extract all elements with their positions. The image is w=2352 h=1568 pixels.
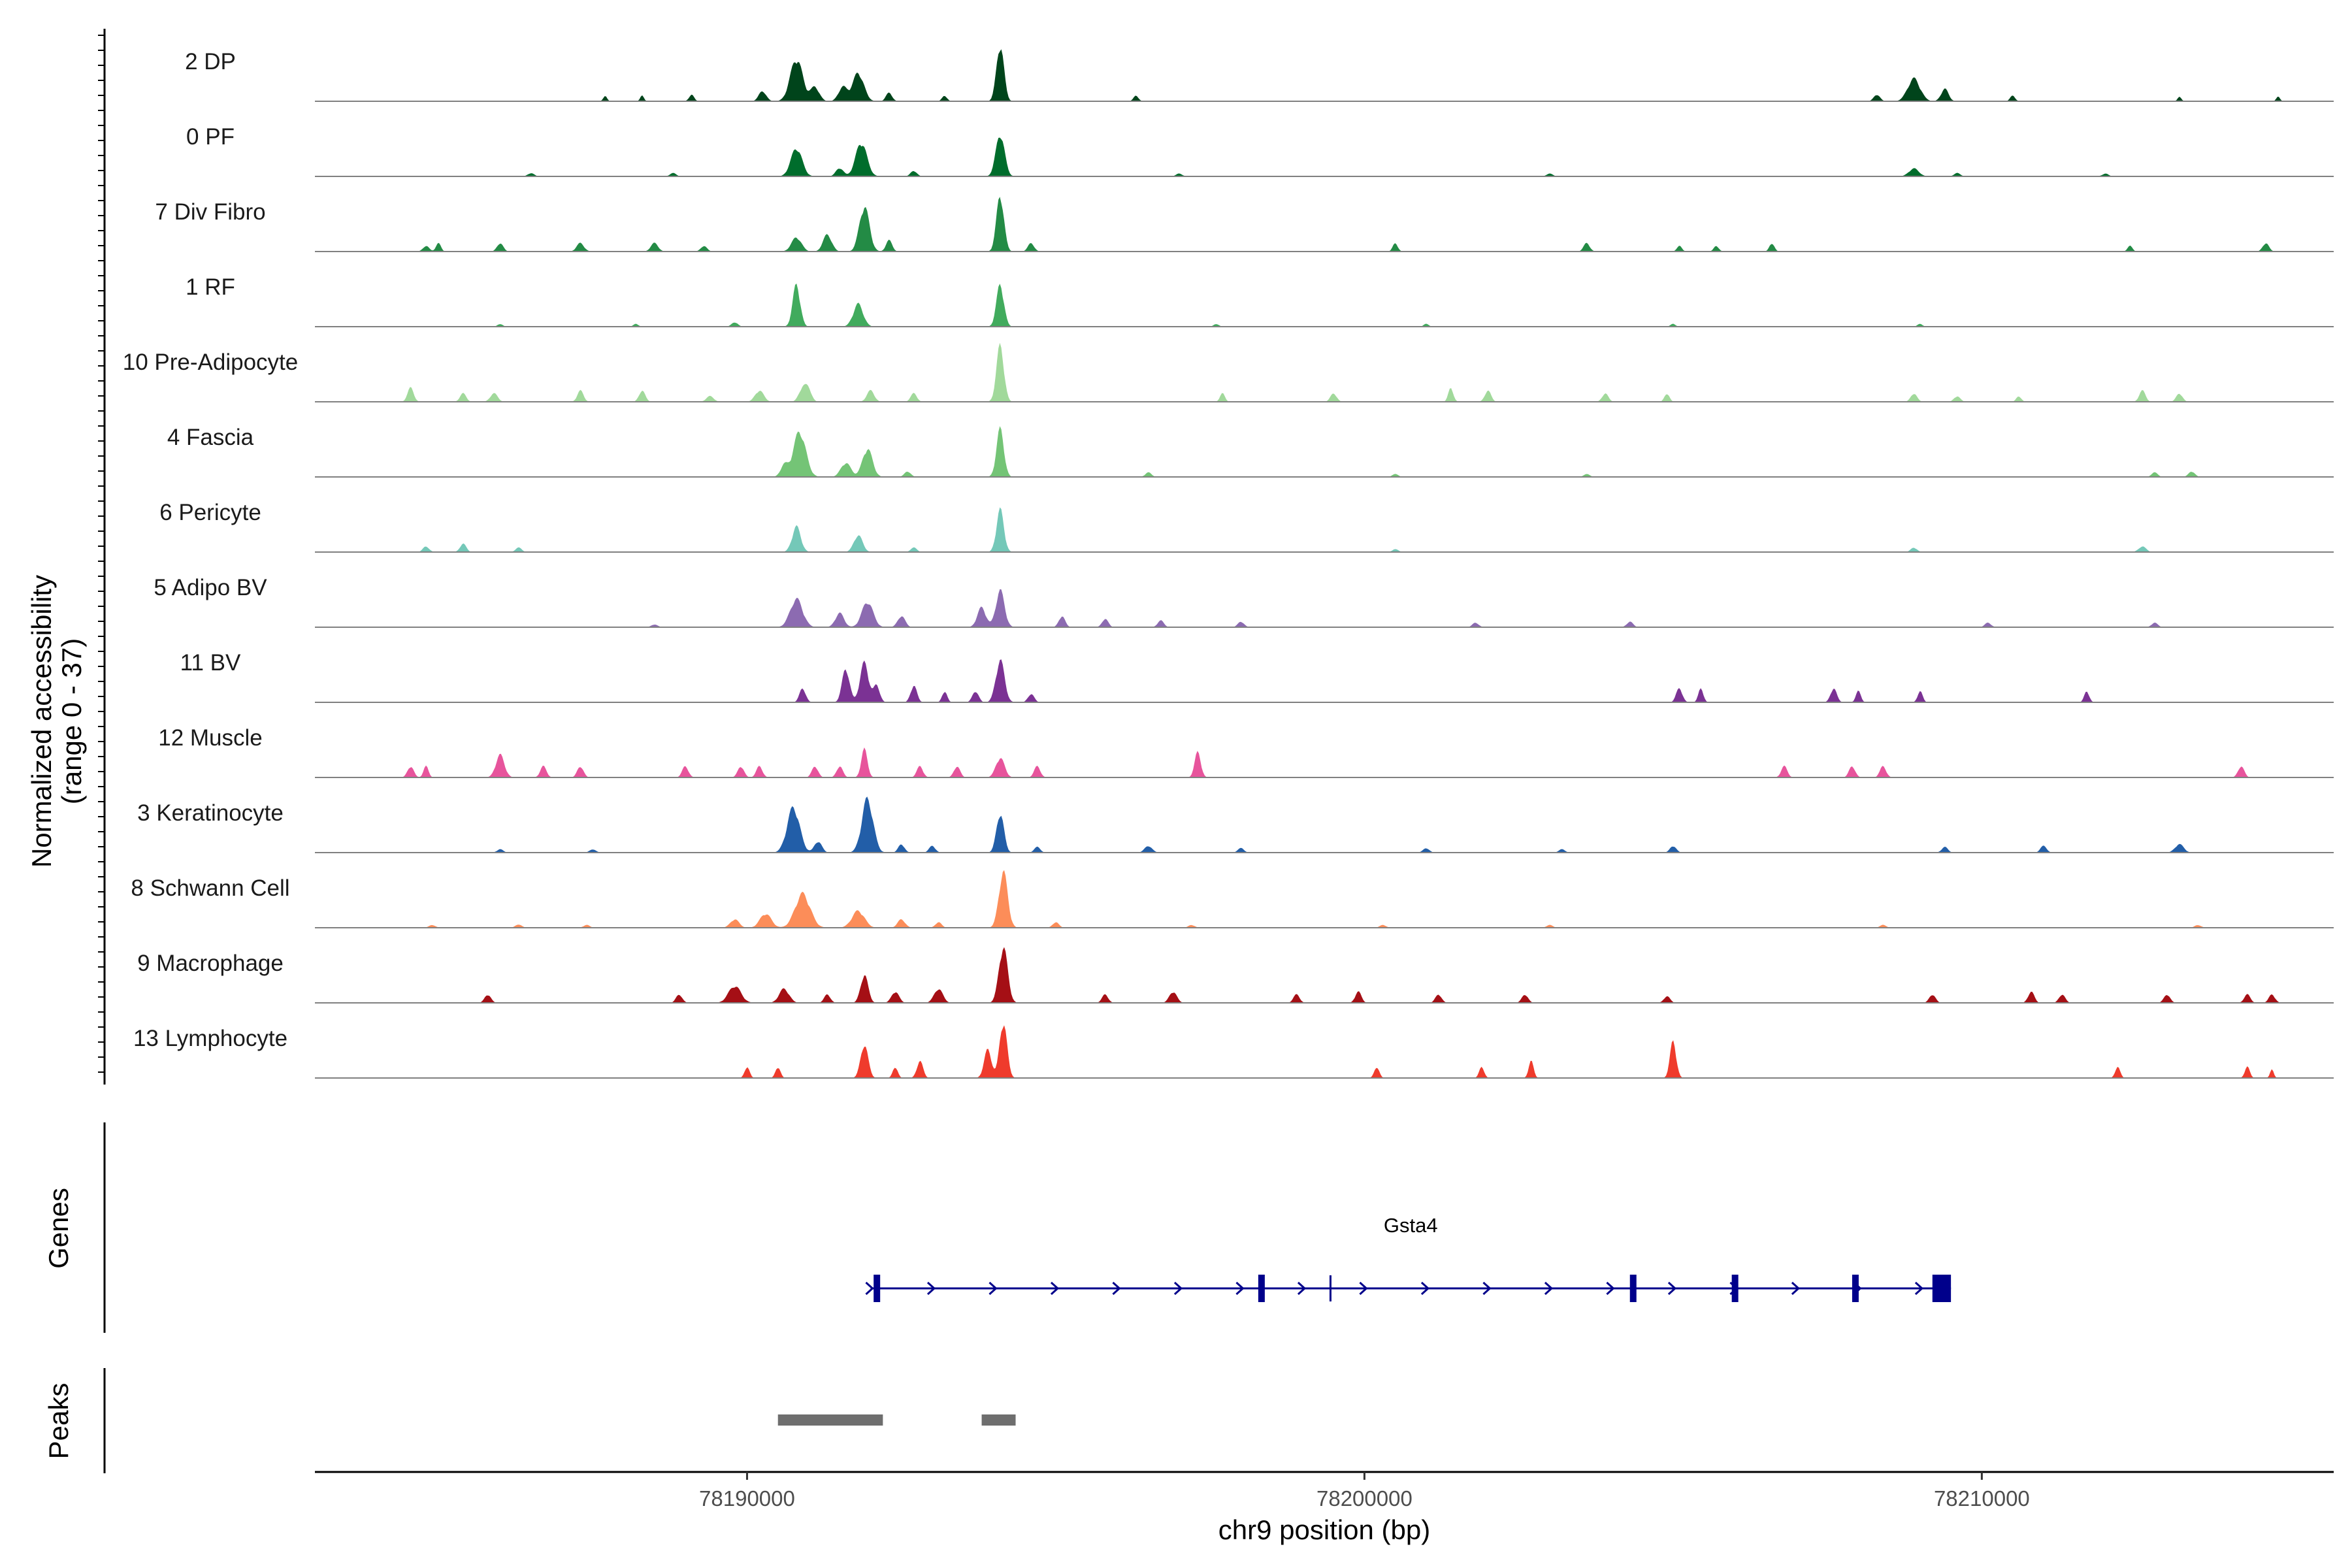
coverage-area <box>315 284 2334 327</box>
track-label: 7 Div Fibro <box>155 199 265 225</box>
exon <box>1932 1275 1952 1302</box>
exon <box>1852 1275 1859 1302</box>
coverage-area <box>315 589 2334 627</box>
track-label: 10 Pre-Adipocyte <box>123 350 298 375</box>
coverage-area <box>315 796 2334 853</box>
x-axis-title: chr9 position (bp) <box>1218 1514 1431 1545</box>
gene-label: Gsta4 <box>1384 1214 1438 1237</box>
coverage-area <box>315 426 2334 477</box>
peak-region <box>981 1414 1016 1426</box>
strand-arrow <box>1914 1281 1924 1296</box>
x-tick-label: 78210000 <box>1934 1486 2030 1511</box>
strand-arrow <box>865 1281 874 1296</box>
strand-arrow <box>1420 1281 1430 1296</box>
strand-arrow <box>1359 1281 1368 1296</box>
strand-arrow <box>1791 1281 1801 1296</box>
coverage-area <box>315 947 2334 1003</box>
strand-arrow <box>988 1281 998 1296</box>
track: 0 PF <box>186 124 2334 177</box>
track: 12 Muscle <box>158 725 2334 778</box>
track-label: 3 Keratinocyte <box>137 800 284 826</box>
gene-model: Gsta4 <box>865 1214 1952 1302</box>
genes-panel: Genes Gsta4 <box>43 1122 1952 1333</box>
coverage-area <box>315 870 2334 928</box>
track: 8 Schwann Cell <box>131 870 2334 928</box>
y-axis-title-line2: (range 0 - 37) <box>56 638 87 804</box>
x-axis: 78190000 78200000 78210000 <box>315 1471 2334 1511</box>
x-tick-label: 78200000 <box>1316 1486 1413 1511</box>
track-label: 6 Pericyte <box>159 500 261 525</box>
coverage-area <box>315 747 2334 777</box>
track: 7 Div Fibro <box>155 197 2334 252</box>
strand-arrow <box>1235 1281 1245 1296</box>
strand-arrow <box>1050 1281 1060 1296</box>
peaks-panel-label: Peaks <box>43 1383 74 1460</box>
y-axis-title: Normalized accessibility (range 0 - 37) <box>26 575 87 868</box>
coverage-area <box>315 197 2334 252</box>
track-label: 12 Muscle <box>158 725 263 751</box>
track: 11 BV <box>180 650 2334 703</box>
strand-arrow <box>1482 1281 1492 1296</box>
exon <box>1258 1275 1265 1302</box>
track: 2 DP <box>185 49 2334 102</box>
strand-arrow <box>926 1281 936 1296</box>
track: 9 Macrophage <box>137 947 2334 1004</box>
track: 13 Lymphocyte <box>133 1025 2334 1079</box>
coverage-area <box>315 659 2334 702</box>
track: 4 Fascia <box>167 425 2334 478</box>
coverage-tracks: 2 DP 0 PF 7 Div Fibro 1 RF 10 Pre-Adipocyte 4… <box>123 49 2334 1079</box>
y-axis <box>98 29 106 1085</box>
track: 1 RF <box>186 274 2334 327</box>
track-label: 2 DP <box>185 49 236 74</box>
strand-arrow <box>1606 1281 1615 1296</box>
peaks-panel: Peaks <box>43 1368 1016 1473</box>
track-label: 0 PF <box>186 124 235 150</box>
exon <box>874 1275 881 1302</box>
strand-arrow <box>1112 1281 1121 1296</box>
track-label: 1 RF <box>186 274 235 300</box>
exon <box>1731 1275 1739 1302</box>
track: 5 Adipo BV <box>154 575 2334 628</box>
track-label: 5 Adipo BV <box>154 575 267 600</box>
track-label: 9 Macrophage <box>137 951 284 976</box>
coverage-area <box>315 1025 2334 1078</box>
track-label: 13 Lymphocyte <box>133 1026 287 1051</box>
track: 10 Pre-Adipocyte <box>123 342 2334 402</box>
genes-panel-label: Genes <box>43 1188 74 1269</box>
x-tick-label: 78190000 <box>699 1486 795 1511</box>
coverage-area <box>315 49 2334 101</box>
track: 6 Pericyte <box>159 500 2334 553</box>
strand-arrow <box>1544 1281 1554 1296</box>
track: 3 Keratinocyte <box>137 796 2334 853</box>
coverage-area <box>315 507 2334 552</box>
track-label: 4 Fascia <box>167 425 254 450</box>
strand-arrow <box>1297 1281 1307 1296</box>
strand-arrow <box>1667 1281 1677 1296</box>
peak-region <box>777 1414 883 1426</box>
track-label: 8 Schwann Cell <box>131 875 289 901</box>
exon <box>1629 1275 1637 1302</box>
y-axis-title-line1: Normalized accessibility <box>26 575 57 868</box>
track-label: 11 BV <box>180 650 241 676</box>
coverage-area <box>315 342 2334 402</box>
strand-arrow <box>1173 1281 1183 1296</box>
coverage-area <box>315 137 2334 176</box>
